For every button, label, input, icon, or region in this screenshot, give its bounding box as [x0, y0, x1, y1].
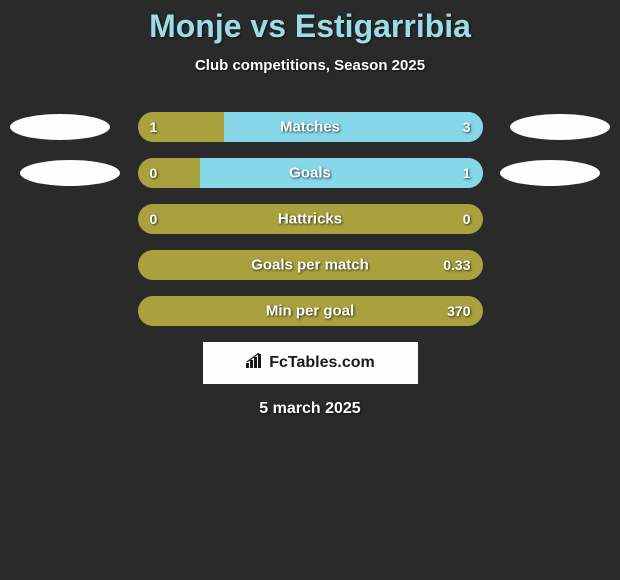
player-right-marker [500, 160, 600, 186]
page-title: Monje vs Estigarribia [0, 8, 620, 45]
logo-box: FcTables.com [203, 342, 418, 384]
date-text: 5 march 2025 [0, 400, 620, 418]
player-left-marker [20, 160, 120, 186]
stat-label: Goals per match [251, 257, 369, 274]
header: Monje vs Estigarribia Club competitions,… [0, 0, 620, 74]
stat-row: 0 Goals 1 [0, 158, 620, 188]
stat-bar: 0 Hattricks 0 [138, 204, 483, 234]
player-right-marker [510, 114, 610, 140]
comparison-chart: 1 Matches 3 0 Goals 1 0 Hattricks 0 Goals per mat… [0, 112, 620, 418]
stat-row: Min per goal 370 [0, 296, 620, 326]
stat-bar: 0 Goals 1 [138, 158, 483, 188]
stat-row: 1 Matches 3 [0, 112, 620, 142]
stat-value-left: 0 [150, 165, 158, 181]
stat-label: Hattricks [278, 211, 342, 228]
page-subtitle: Club competitions, Season 2025 [0, 57, 620, 74]
stat-value-left: 0 [150, 211, 158, 227]
stat-bar: Goals per match 0.33 [138, 250, 483, 280]
stat-value-right: 0 [463, 211, 471, 227]
stat-bar-right [224, 112, 483, 142]
stat-bar: Min per goal 370 [138, 296, 483, 326]
logo-text: FcTables.com [269, 354, 375, 372]
stat-row: Goals per match 0.33 [0, 250, 620, 280]
stat-row: 0 Hattricks 0 [0, 204, 620, 234]
stat-value-left: 1 [150, 119, 158, 135]
stat-label: Matches [280, 119, 340, 136]
stat-value-right: 0.33 [443, 257, 470, 273]
stat-label: Goals [289, 165, 331, 182]
stat-value-right: 3 [463, 119, 471, 135]
player-left-marker [10, 114, 110, 140]
stat-value-right: 1 [463, 165, 471, 181]
stat-label: Min per goal [266, 303, 354, 320]
stat-bar: 1 Matches 3 [138, 112, 483, 142]
stat-value-right: 370 [447, 303, 470, 319]
stat-bar-right [200, 158, 483, 188]
logo: FcTables.com [245, 353, 375, 374]
chart-icon [245, 353, 265, 374]
